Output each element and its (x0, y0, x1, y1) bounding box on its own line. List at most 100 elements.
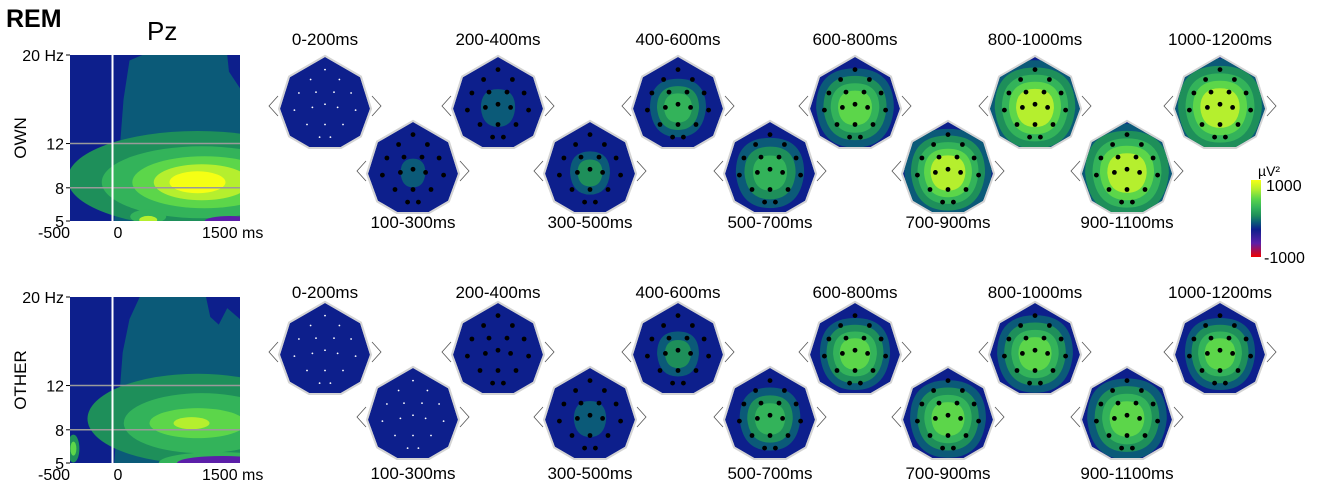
window-label: 300-500ms (547, 213, 632, 232)
electrode-dot (329, 382, 332, 384)
electrode-dot (613, 155, 619, 161)
window-label: 800-1000ms (988, 283, 1083, 302)
electrode-dot (758, 400, 764, 406)
electrode-dot (410, 166, 416, 172)
topomap-own-400-600ms: 400-600ms (621, 30, 735, 149)
electrode-dot (865, 105, 870, 110)
electrode-dot (852, 122, 858, 127)
electrode-dot (951, 199, 956, 205)
electrode-dot (401, 154, 407, 160)
electrode-dot (767, 187, 773, 192)
topomap-own-300-500ms: 300-500ms (533, 119, 647, 232)
electrode-dot (1032, 368, 1038, 373)
electrode-dot (1208, 335, 1214, 341)
window-label: 900-1100ms (1080, 213, 1173, 232)
window-label: 900-1100ms (1080, 464, 1173, 483)
electrode-dot (1124, 378, 1130, 383)
electrode-dot (762, 199, 767, 205)
electrode-dot (412, 414, 414, 417)
electrode-dot (438, 403, 440, 405)
x-tick-label: 0 (114, 225, 123, 242)
electrode-dot (333, 337, 335, 339)
electrode-dot (878, 336, 884, 342)
electrode-dot (324, 369, 326, 372)
ear-outline (1173, 406, 1184, 428)
electrode-dot (945, 412, 951, 418)
ear-outline (994, 160, 1005, 182)
electrode-dot (397, 389, 400, 392)
y-tick-label: 12 (46, 379, 64, 396)
ear-outline (544, 95, 555, 117)
electrode-dot (495, 347, 501, 353)
electrode-dot (338, 78, 341, 81)
colorbar-scale (1251, 180, 1261, 257)
electrode-dot (1041, 89, 1047, 95)
electrode-dot (406, 447, 409, 449)
electrode-dot (1002, 107, 1007, 113)
topo-contour (573, 401, 607, 437)
electrode-dot (1212, 134, 1217, 140)
electrode-dot (465, 107, 470, 113)
electrode-dot (852, 67, 858, 72)
electrode-dot (1235, 368, 1241, 373)
electrode-dot (575, 416, 580, 421)
electrode-dot (605, 433, 611, 438)
electrode-dot (504, 335, 510, 341)
electrode-dot (693, 122, 699, 127)
window-label: 0-200ms (292, 283, 358, 302)
electrode-dot (1208, 89, 1214, 95)
ear-outline (356, 406, 367, 428)
electrode-dot (1133, 400, 1139, 406)
electrode-dot (501, 134, 506, 140)
electrode-dot (508, 105, 513, 110)
electrode-dot (521, 336, 527, 342)
electrode-dot (1217, 122, 1223, 127)
electrode-dot (1110, 142, 1115, 147)
ear-outline (1081, 95, 1092, 117)
window-label: 700-900ms (905, 464, 990, 483)
electrode-dot (663, 105, 668, 110)
electrode-dot (1002, 353, 1007, 359)
y-tick-label: 20 Hz (22, 48, 64, 65)
electrode-dot (861, 335, 867, 341)
topomap-other-200-400ms: 200-400ms (441, 283, 555, 395)
electrode-dot (1020, 351, 1025, 356)
electrode-dot (486, 335, 492, 341)
electrode-dot (834, 368, 840, 373)
electrode-dot (951, 445, 956, 451)
electrode-dot (557, 418, 562, 424)
electrode-dot (1094, 172, 1099, 178)
electrode-dot (681, 134, 686, 140)
electrode-dot (666, 89, 672, 95)
electrode-dot (436, 155, 442, 161)
electrode-dot (852, 101, 858, 107)
topo-contour (663, 93, 693, 123)
ear-outline (371, 95, 382, 117)
electrode-dot (927, 187, 933, 192)
row-label: OTHER (11, 350, 30, 410)
electrode-dot (701, 336, 707, 342)
electrode-dot (582, 445, 587, 451)
electrode-dot (1110, 388, 1115, 393)
topo-contour (754, 403, 786, 435)
electrode-dot (481, 323, 486, 328)
electrode-dot (521, 90, 527, 96)
topo-contour (1200, 88, 1240, 128)
electrode-dot (329, 136, 332, 139)
topomap-own-900-1100ms: 900-1100ms (1070, 119, 1184, 232)
electrode-dot (513, 122, 519, 127)
electrode-dot (354, 109, 357, 111)
electrode-dot (1191, 90, 1197, 96)
electrode-dot (1217, 368, 1223, 373)
electrode-dot (298, 92, 300, 94)
electrode-dot (1106, 187, 1112, 192)
electrode-dot (441, 172, 446, 178)
electrode-dot (840, 105, 845, 110)
electrode-dot (1032, 101, 1038, 107)
electrode-dot (421, 402, 423, 404)
electrode-dot (867, 323, 872, 328)
electrode-dot (1137, 170, 1142, 175)
electrode-dot (706, 353, 711, 359)
electrode-dot (501, 380, 506, 386)
electrode-dot (1045, 105, 1050, 110)
